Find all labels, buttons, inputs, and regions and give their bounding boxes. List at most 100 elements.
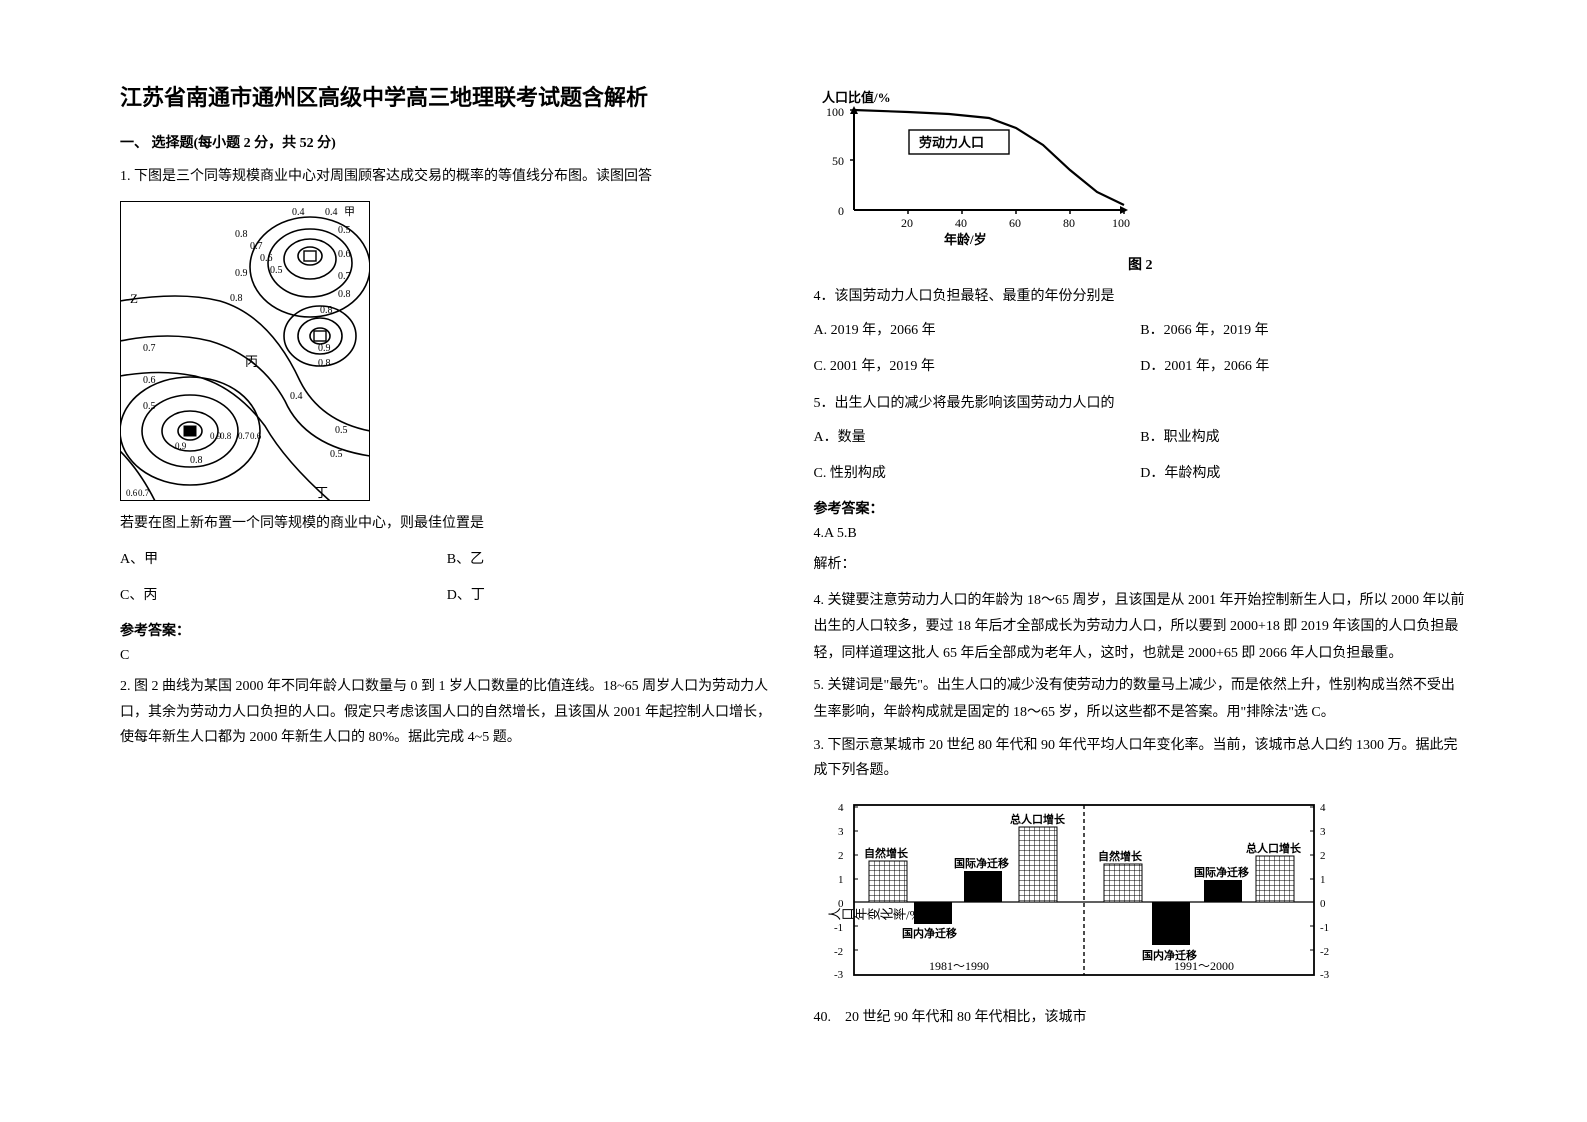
q4-opt-a: A. 2019 年，2066 年 — [814, 319, 1141, 339]
svg-text:0.8: 0.8 — [230, 293, 243, 304]
q4-opts-row2: C. 2001 年，2019 年 D．2001 年，2066 年 — [814, 355, 1468, 375]
svg-text:丙: 丙 — [245, 354, 258, 369]
svg-text:0.9: 0.9 — [175, 441, 187, 451]
q5-opt-a: A．数量 — [814, 426, 1141, 446]
svg-text:0.8: 0.8 — [235, 229, 248, 240]
q5-opt-c: C. 性别构成 — [814, 462, 1141, 482]
svg-text:1991～2000: 1991～2000 — [1174, 959, 1234, 973]
svg-text:0.6: 0.6 — [250, 431, 262, 441]
svg-text:-3: -3 — [834, 969, 844, 981]
svg-text:0.8: 0.8 — [190, 455, 203, 466]
svg-text:50: 50 — [832, 154, 844, 168]
q5-opts-row2: C. 性别构成 D．年龄构成 — [814, 462, 1468, 482]
svg-text:60: 60 — [1009, 216, 1021, 230]
answer-label-2: 参考答案： — [814, 498, 1468, 518]
svg-text:0.6: 0.6 — [143, 375, 156, 386]
q2-stem: 2. 图 2 曲线为某国 2000 年不同年龄人口数量与 0 到 1 岁人口数量… — [120, 674, 774, 750]
left-column: 江苏省南通市通州区高级中学高三地理联考试题含解析 一、 选择题(每小题 2 分，… — [100, 80, 794, 1082]
svg-text:0.4: 0.4 — [325, 207, 338, 218]
svg-text:国内净迁移: 国内净迁移 — [902, 926, 957, 940]
q1-tail: 若要在图上新布置一个同等规模的商业中心，则最佳位置是 — [120, 511, 774, 536]
svg-text:1981～1990: 1981～1990 — [929, 959, 989, 973]
svg-text:总人口增长: 总人口增长 — [1010, 812, 1066, 826]
svg-text:年龄/岁: 年龄/岁 — [944, 232, 987, 247]
explain-5: 5. 关键词是"最先"。出生人口的减少没有使劳动力的数量马上减少，而是依然上升，… — [814, 673, 1468, 726]
q5-opt-d: D．年龄构成 — [1140, 462, 1467, 482]
svg-text:0.6: 0.6 — [260, 253, 273, 264]
q3-stem: 3. 下图示意某城市 20 世纪 80 年代和 90 年代平均人口年变化率。当前… — [814, 733, 1468, 783]
doc-title: 江苏省南通市通州区高级中学高三地理联考试题含解析 — [120, 80, 774, 112]
fig2-caption: 图 2 — [814, 254, 1468, 274]
svg-text:100: 100 — [826, 105, 844, 119]
svg-text:0.7: 0.7 — [238, 431, 250, 441]
svg-text:Z: Z — [130, 291, 138, 306]
svg-text:20: 20 — [901, 216, 913, 230]
q1-opt-b: B、乙 — [447, 548, 774, 568]
svg-text:0.6: 0.6 — [126, 488, 138, 498]
svg-text:80: 80 — [1063, 216, 1075, 230]
svg-text:3: 3 — [838, 826, 844, 838]
q45-answer: 4.A 5.B — [814, 526, 1468, 542]
svg-text:0.7: 0.7 — [250, 241, 263, 252]
figure-2-line-chart: 人口比值/% 100 50 0 20 40 60 80 100 年龄/岁 — [814, 90, 1468, 274]
svg-text:0.9: 0.9 — [235, 268, 248, 279]
svg-text:0: 0 — [838, 204, 844, 218]
svg-text:0.8: 0.8 — [318, 358, 331, 369]
right-column: 人口比值/% 100 50 0 20 40 60 80 100 年龄/岁 — [794, 80, 1488, 1082]
svg-text:-1: -1 — [1320, 922, 1329, 934]
q4-stem: 4．该国劳动力人口负担最轻、最重的年份分别是 — [814, 284, 1468, 309]
svg-text:1: 1 — [1320, 874, 1326, 886]
svg-text:-1: -1 — [834, 922, 843, 934]
q4-opt-c: C. 2001 年，2019 年 — [814, 355, 1141, 375]
fig2-ylabel: 人口比值/% — [822, 90, 891, 105]
explain-4: 4. 关键要注意劳动力人口的年龄为 18～65 周岁，且该国是从 2001 年开… — [814, 588, 1468, 668]
svg-text:0.7: 0.7 — [138, 488, 150, 498]
q4-opt-b: B．2066 年，2019 年 — [1140, 319, 1467, 339]
svg-text:4: 4 — [838, 802, 844, 814]
svg-text:0: 0 — [838, 898, 844, 910]
svg-text:0.5: 0.5 — [338, 225, 351, 236]
svg-text:4: 4 — [1320, 802, 1326, 814]
explain-label: 解析： — [814, 552, 1468, 577]
svg-text:自然增长: 自然增长 — [1098, 849, 1143, 863]
svg-text:-2: -2 — [1320, 946, 1329, 958]
q4-opts-row1: A. 2019 年，2066 年 B．2066 年，2019 年 — [814, 319, 1468, 339]
svg-text:0.5: 0.5 — [270, 265, 283, 276]
q5-stem: 5．出生人口的减少将最先影响该国劳动力人口的 — [814, 391, 1468, 416]
svg-text:40: 40 — [955, 216, 967, 230]
svg-text:1: 1 — [838, 874, 844, 886]
q1-options: A、甲 B、乙 C、丙 D、丁 — [120, 548, 774, 604]
q1-stem: 1. 下图是三个同等规模商业中心对周围顾客达成交易的概率的等值线分布图。读图回答 — [120, 164, 774, 189]
svg-text:-3: -3 — [1320, 969, 1330, 981]
q5-opts-row1: A．数量 B．职业构成 — [814, 426, 1468, 446]
q1-answer: C — [120, 648, 774, 664]
svg-text:国际净迁移: 国际净迁移 — [1194, 865, 1249, 879]
svg-text:100: 100 — [1112, 216, 1130, 230]
figure-1-contour: 甲 Z 丙 丁 0.4 0.4 0.5 0.6 0.7 0.8 0.8 0.8 … — [120, 201, 774, 501]
svg-text:3: 3 — [1320, 826, 1326, 838]
svg-text:0.5: 0.5 — [330, 449, 343, 460]
svg-text:0.7: 0.7 — [338, 271, 351, 282]
figure-3-bar-chart: 人口年变化率/% 4 3 2 1 0 -1 -2 -3 4 3 2 1 0 -1… — [814, 795, 1468, 995]
svg-text:0.4: 0.4 — [290, 391, 303, 402]
q5-opt-b: B．职业构成 — [1140, 426, 1467, 446]
svg-text:0.7: 0.7 — [143, 343, 156, 354]
svg-text:2: 2 — [838, 850, 844, 862]
svg-text:0: 0 — [1320, 898, 1326, 910]
svg-text:-2: -2 — [834, 946, 843, 958]
q1-opt-a: A、甲 — [120, 548, 447, 568]
q40-stem: 40. 20 世纪 90 年代和 80 年代相比，该城市 — [814, 1005, 1468, 1030]
svg-text:劳动力人口: 劳动力人口 — [919, 135, 984, 150]
svg-text:0.8: 0.8 — [220, 431, 232, 441]
q4-opt-d: D．2001 年，2066 年 — [1140, 355, 1467, 375]
q1-opt-d: D、丁 — [447, 584, 774, 604]
svg-text:0.4: 0.4 — [292, 207, 305, 218]
svg-text:甲: 甲 — [344, 206, 355, 218]
q1-opt-c: C、丙 — [120, 584, 447, 604]
svg-text:0.9: 0.9 — [318, 343, 331, 354]
svg-text:0.5: 0.5 — [335, 425, 348, 436]
svg-text:自然增长: 自然增长 — [864, 846, 909, 860]
svg-text:总人口增长: 总人口增长 — [1246, 841, 1302, 855]
svg-text:0.8: 0.8 — [338, 289, 351, 300]
svg-text:国际净迁移: 国际净迁移 — [954, 856, 1009, 870]
